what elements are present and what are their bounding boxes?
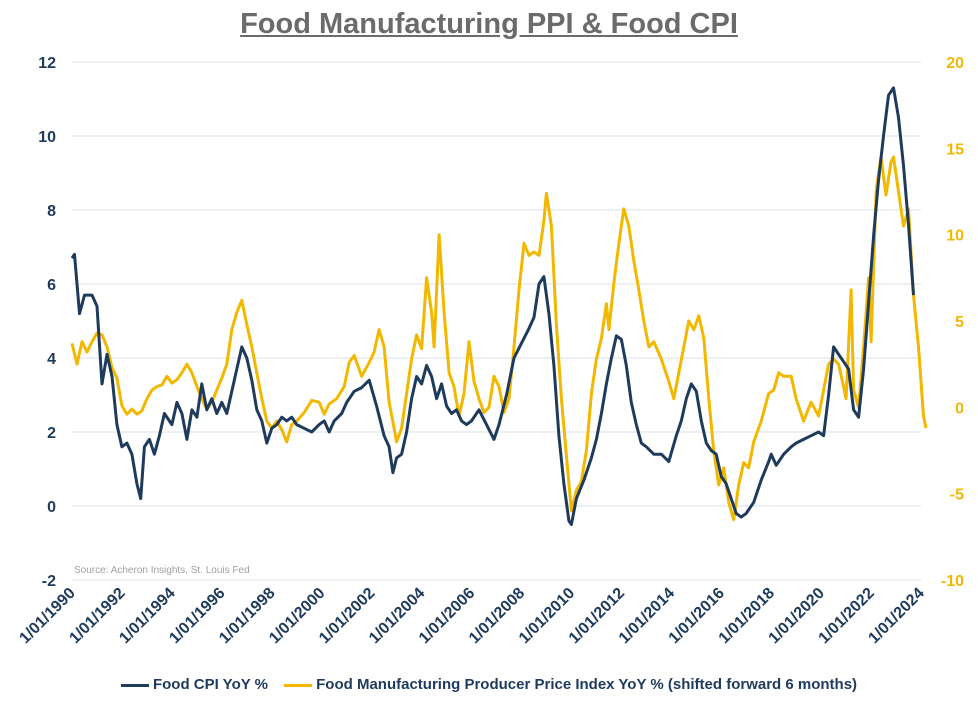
legend-swatch-cpi	[120, 683, 149, 687]
series-line-food-cpi	[70, 86, 915, 526]
right-tick-label: 20	[946, 55, 964, 72]
left-tick-label: 6	[47, 277, 56, 294]
right-tick-label: -5	[950, 487, 964, 504]
right-tick-label: 5	[955, 314, 964, 331]
left-tick-label: 12	[38, 55, 56, 72]
series-lines	[70, 86, 928, 526]
left-tick-label: 0	[47, 499, 56, 516]
legend: Food CPI YoY % Food Manufacturing Produc…	[0, 676, 978, 693]
left-tick-label: 2	[47, 425, 56, 442]
left-tick-label: -2	[42, 573, 56, 590]
left-tick-label: 4	[47, 351, 56, 368]
left-tick-label: 10	[38, 129, 56, 146]
right-tick-label: 0	[955, 400, 964, 417]
right-tick-label: -10	[941, 573, 964, 590]
legend-item-cpi: Food CPI YoY %	[120, 676, 268, 693]
chart-title: Food Manufacturing PPI & Food CPI	[240, 8, 738, 40]
legend-swatch-ppi	[284, 683, 313, 687]
series-line-food-ppi	[70, 155, 928, 522]
x-axis-ticks: 1/01/19901/01/19921/01/19941/01/19961/01…	[16, 585, 927, 647]
source-note: Source: Acheron Insights, St. Louis Fed	[74, 565, 250, 576]
left-tick-label: 8	[47, 203, 56, 220]
right-axis-ticks: 20 15 10 5 0 -5 -10	[941, 55, 964, 590]
gridlines	[72, 61, 921, 581]
legend-label-cpi: Food CPI YoY %	[152, 676, 268, 693]
legend-item-ppi: Food Manufacturing Producer Price Index …	[284, 676, 857, 693]
legend-label-ppi: Food Manufacturing Producer Price Index …	[316, 676, 858, 693]
left-axis-ticks: 12 10 8 6 4 2 0 -2	[38, 55, 56, 590]
right-tick-label: 15	[946, 141, 964, 158]
right-tick-label: 10	[946, 228, 964, 245]
